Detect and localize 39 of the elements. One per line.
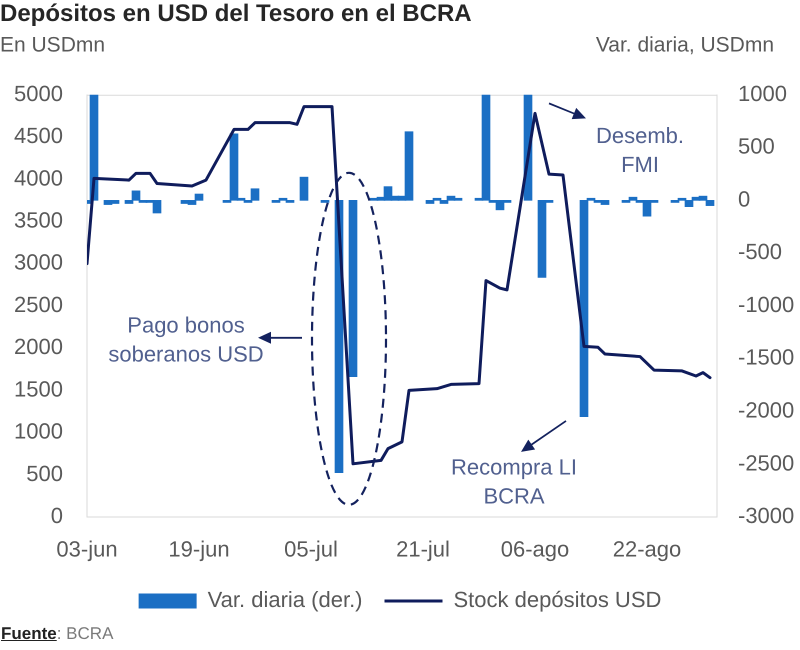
x-tick-label: 05-jul — [284, 536, 338, 562]
annotation: Pago bonos soberanos USD — [108, 312, 264, 366]
y2-tick-label: -2500 — [738, 450, 794, 476]
chart-title: Depósitos en USD del Tesoro en el BCRA — [0, 0, 472, 28]
y2-tick-label: 500 — [738, 134, 775, 159]
y-tick-label: 1000 — [14, 418, 63, 444]
y-tick-label: 0 — [50, 503, 63, 528]
x-tick-label: 03-jun — [56, 536, 118, 562]
bar — [300, 176, 308, 201]
y-tick-label: 2000 — [14, 334, 63, 360]
y2-tick-label: -3000 — [738, 503, 794, 528]
y-tick-label: 5000 — [14, 80, 63, 106]
y2-axis-title: Var. diaria, USDmn — [596, 34, 774, 57]
annotation: Desemb. FMI — [596, 122, 684, 177]
legend-label: Stock depósitos USD — [454, 587, 662, 612]
x-tick-label: 21-jul — [396, 536, 450, 562]
bar — [90, 94, 98, 201]
y2-tick-label: -500 — [738, 239, 782, 264]
bar — [320, 200, 330, 203]
y2-tick-label: -1500 — [738, 344, 794, 370]
legend-label: Var. diaria (der.) — [208, 587, 363, 612]
x-tick-label: 06-ago — [500, 536, 570, 562]
x-tick-label: 19-jun — [168, 536, 230, 562]
y-tick-label: 3000 — [14, 250, 63, 275]
y-tick-label: 4000 — [14, 165, 63, 190]
y-tick-label: 1500 — [14, 376, 63, 402]
source-note: Fuente: BCRA — [1, 624, 114, 644]
y2-tick-label: 1000 — [738, 80, 787, 106]
y-tick-label: 2500 — [14, 292, 63, 317]
annotation: Recompra LI BCRA — [451, 454, 577, 508]
y-tick-label: 3500 — [14, 208, 63, 233]
bar — [348, 200, 358, 377]
y-tick-label: 4500 — [14, 123, 63, 148]
x-tick-label: 22-ago — [612, 536, 682, 562]
y-tick-label: 500 — [26, 460, 63, 486]
y2-tick-label: 0 — [738, 186, 750, 212]
y2-tick-label: -1000 — [738, 292, 794, 317]
y-axis-title: En USDmn — [0, 34, 106, 57]
y2-tick-label: -2000 — [738, 398, 794, 423]
